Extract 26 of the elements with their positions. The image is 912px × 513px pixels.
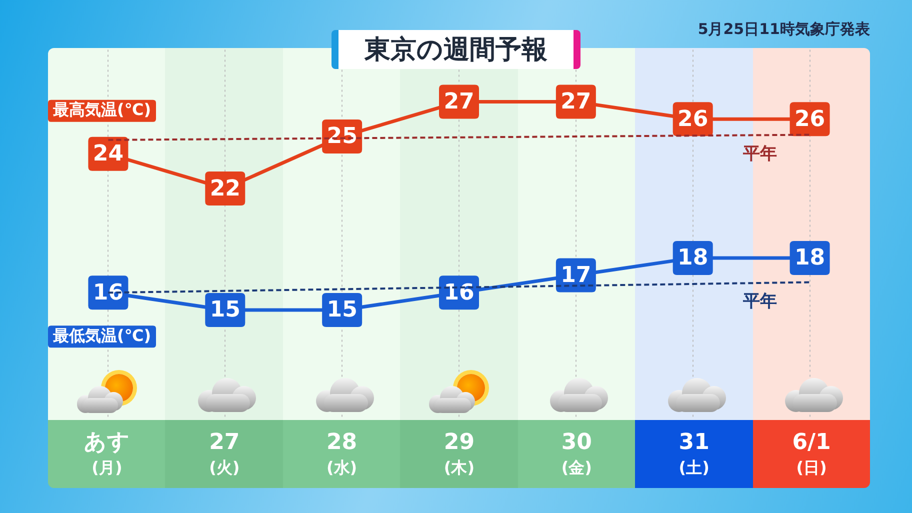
data-label: 17 xyxy=(560,263,592,288)
data-label: 26 xyxy=(794,106,826,132)
data-label: 22 xyxy=(210,176,240,202)
text: 5月25日11時気象庁発表 xyxy=(698,20,870,39)
series-label: 平年 xyxy=(742,292,777,312)
data-label: 18 xyxy=(678,246,708,271)
data-label: 27 xyxy=(560,90,592,115)
data-label: 18 xyxy=(794,246,826,271)
x-tick-label: 30 (金) xyxy=(560,429,593,479)
x-tick-label: 28 (水) xyxy=(325,429,358,479)
x-tick-label: 27 (火) xyxy=(208,429,241,479)
x-tick-label: 29 (木) xyxy=(442,429,476,479)
series-label: 最低気温(℃) xyxy=(52,326,151,345)
x-tick-label: 31 (土) xyxy=(678,429,710,479)
data-label: 24 xyxy=(92,142,124,167)
data-label: 15 xyxy=(326,298,358,323)
data-label: 27 xyxy=(444,90,474,115)
series-label: 最高気温(℃) xyxy=(52,100,151,119)
data-label: 16 xyxy=(444,280,474,306)
chart-title: 東京の週間予報 xyxy=(332,30,580,69)
x-tick-label: 6/1 (日) xyxy=(791,429,832,479)
x-tick-label: あす (月) xyxy=(82,429,131,479)
data-label: 15 xyxy=(210,298,240,323)
data-label: 26 xyxy=(678,106,708,132)
data-label: 25 xyxy=(326,124,358,150)
series-label: 平年 xyxy=(742,144,777,164)
